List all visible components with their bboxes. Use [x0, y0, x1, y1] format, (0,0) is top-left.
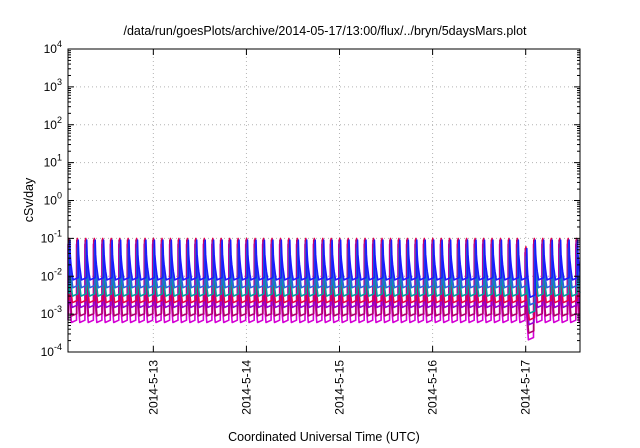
- x-tick-label: 2014-5-17: [519, 360, 533, 415]
- y-tick-label: 103: [44, 77, 62, 94]
- x-tick-label: 2014-5-15: [333, 360, 347, 415]
- series-line: [69, 239, 581, 299]
- chart-title: /data/run/goesPlots/archive/2014-05-17/1…: [123, 24, 527, 38]
- y-axis-label: cSv/day: [22, 177, 36, 222]
- y-tick-label: 100: [44, 191, 62, 208]
- y-tick-label: 104: [44, 39, 62, 56]
- y-tick-label: 101: [44, 153, 62, 170]
- y-tick-label: 10-1: [41, 228, 62, 245]
- x-tick-label: 2014-5-16: [426, 360, 440, 415]
- y-tick-label: 10-2: [41, 266, 62, 283]
- y-tick-label: 10-3: [41, 304, 62, 321]
- series-group: [67, 237, 581, 341]
- x-axis-label: Coordinated Universal Time (UTC): [228, 430, 420, 444]
- y-axis: 10-4 10-3 10-2 10-1 100 101 102 103 104: [41, 39, 580, 359]
- y-tick-label: 10-4: [41, 342, 62, 359]
- x-tick-label: 2014-5-14: [239, 360, 253, 415]
- x-axis: 2014-5-13 2014-5-14 2014-5-15 2014-5-16 2014…: [146, 49, 533, 415]
- y-tick-label: 102: [44, 115, 62, 132]
- x-tick-label: 2014-5-13: [146, 360, 160, 415]
